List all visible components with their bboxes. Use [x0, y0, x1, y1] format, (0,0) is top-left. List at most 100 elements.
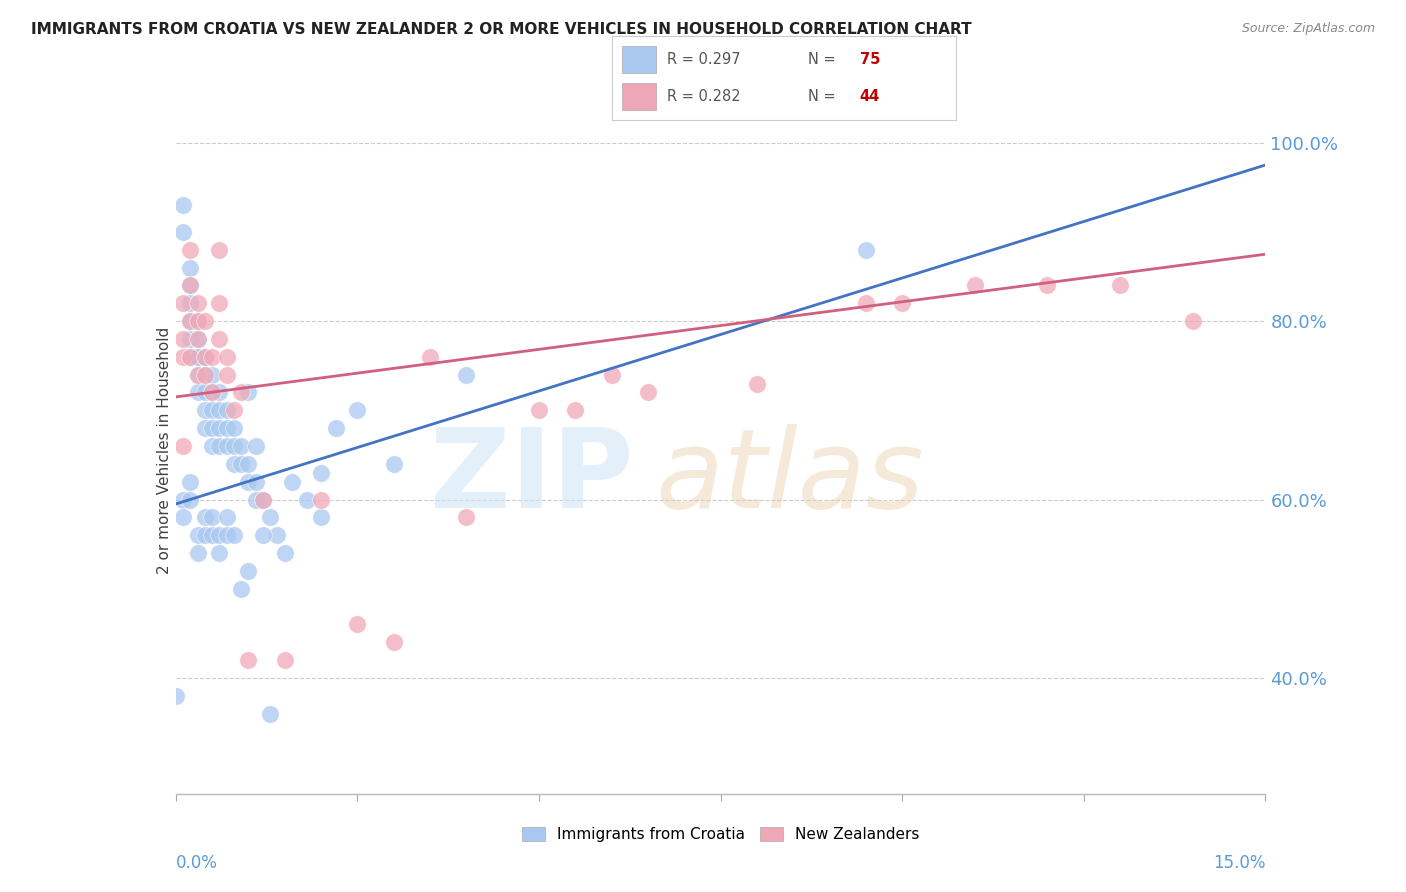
- Point: [600, 368, 623, 382]
- Legend: Immigrants from Croatia, New Zealanders: Immigrants from Croatia, New Zealanders: [516, 821, 925, 848]
- Point: [855, 243, 877, 257]
- Point: [215, 403, 238, 417]
- Point: [274, 546, 297, 560]
- Point: [222, 421, 245, 435]
- Point: [309, 510, 332, 524]
- Point: [1036, 278, 1059, 293]
- Point: [222, 528, 245, 542]
- Point: [346, 617, 368, 632]
- Point: [172, 225, 194, 239]
- Point: [266, 528, 288, 542]
- Point: [179, 314, 201, 328]
- Point: [281, 475, 304, 489]
- Point: [238, 564, 260, 578]
- Point: [186, 332, 209, 346]
- Point: [456, 510, 478, 524]
- Point: [245, 492, 267, 507]
- Point: [295, 492, 318, 507]
- Point: [215, 421, 238, 435]
- Point: [194, 528, 217, 542]
- Point: [172, 510, 194, 524]
- Text: N =: N =: [808, 89, 841, 104]
- Point: [201, 385, 224, 400]
- Point: [186, 314, 209, 328]
- Point: [252, 492, 274, 507]
- Point: [222, 439, 245, 453]
- Point: [179, 278, 201, 293]
- FancyBboxPatch shape: [621, 45, 657, 73]
- Point: [1181, 314, 1204, 328]
- Point: [201, 439, 224, 453]
- Point: [172, 198, 194, 212]
- Point: [252, 528, 274, 542]
- Point: [215, 368, 238, 382]
- Point: [179, 332, 201, 346]
- Point: [231, 582, 253, 596]
- Point: [456, 368, 478, 382]
- Point: [419, 350, 441, 364]
- Point: [222, 457, 245, 471]
- Point: [208, 243, 231, 257]
- Point: [201, 528, 224, 542]
- Point: [186, 350, 209, 364]
- Point: [201, 385, 224, 400]
- Point: [208, 332, 231, 346]
- Point: [186, 528, 209, 542]
- Point: [179, 260, 201, 275]
- Text: N =: N =: [808, 52, 841, 67]
- Point: [259, 510, 281, 524]
- Point: [309, 466, 332, 480]
- Point: [186, 296, 209, 310]
- Point: [172, 350, 194, 364]
- Point: [208, 421, 231, 435]
- Point: [194, 421, 217, 435]
- Text: 75: 75: [859, 52, 880, 67]
- Text: 15.0%: 15.0%: [1213, 855, 1265, 872]
- Point: [527, 403, 550, 417]
- Point: [194, 510, 217, 524]
- Point: [346, 403, 368, 417]
- Point: [231, 457, 253, 471]
- Point: [179, 492, 201, 507]
- Point: [194, 350, 217, 364]
- Point: [186, 368, 209, 382]
- Text: atlas: atlas: [655, 425, 924, 532]
- Point: [245, 439, 267, 453]
- Point: [186, 385, 209, 400]
- Point: [165, 689, 187, 703]
- Point: [186, 350, 209, 364]
- Point: [208, 528, 231, 542]
- Point: [637, 385, 659, 400]
- Point: [186, 368, 209, 382]
- Point: [1109, 278, 1132, 293]
- Point: [891, 296, 914, 310]
- Y-axis label: 2 or more Vehicles in Household: 2 or more Vehicles in Household: [157, 326, 172, 574]
- Point: [238, 653, 260, 667]
- Point: [179, 278, 201, 293]
- Point: [564, 403, 586, 417]
- Point: [179, 350, 201, 364]
- Point: [208, 546, 231, 560]
- Text: 44: 44: [859, 89, 880, 104]
- Point: [382, 457, 405, 471]
- Text: R = 0.297: R = 0.297: [666, 52, 741, 67]
- Point: [382, 635, 405, 649]
- Point: [208, 403, 231, 417]
- Point: [179, 475, 201, 489]
- Text: IMMIGRANTS FROM CROATIA VS NEW ZEALANDER 2 OR MORE VEHICLES IN HOUSEHOLD CORRELA: IMMIGRANTS FROM CROATIA VS NEW ZEALANDER…: [31, 22, 972, 37]
- Point: [201, 510, 224, 524]
- Point: [745, 376, 768, 391]
- Point: [215, 510, 238, 524]
- Text: ZIP: ZIP: [430, 425, 633, 532]
- Point: [186, 332, 209, 346]
- Text: R = 0.282: R = 0.282: [666, 89, 741, 104]
- Point: [179, 296, 201, 310]
- Text: 0.0%: 0.0%: [176, 855, 218, 872]
- Point: [231, 439, 253, 453]
- Point: [201, 350, 224, 364]
- Point: [201, 403, 224, 417]
- Point: [201, 421, 224, 435]
- Point: [172, 296, 194, 310]
- Point: [179, 350, 201, 364]
- Point: [252, 492, 274, 507]
